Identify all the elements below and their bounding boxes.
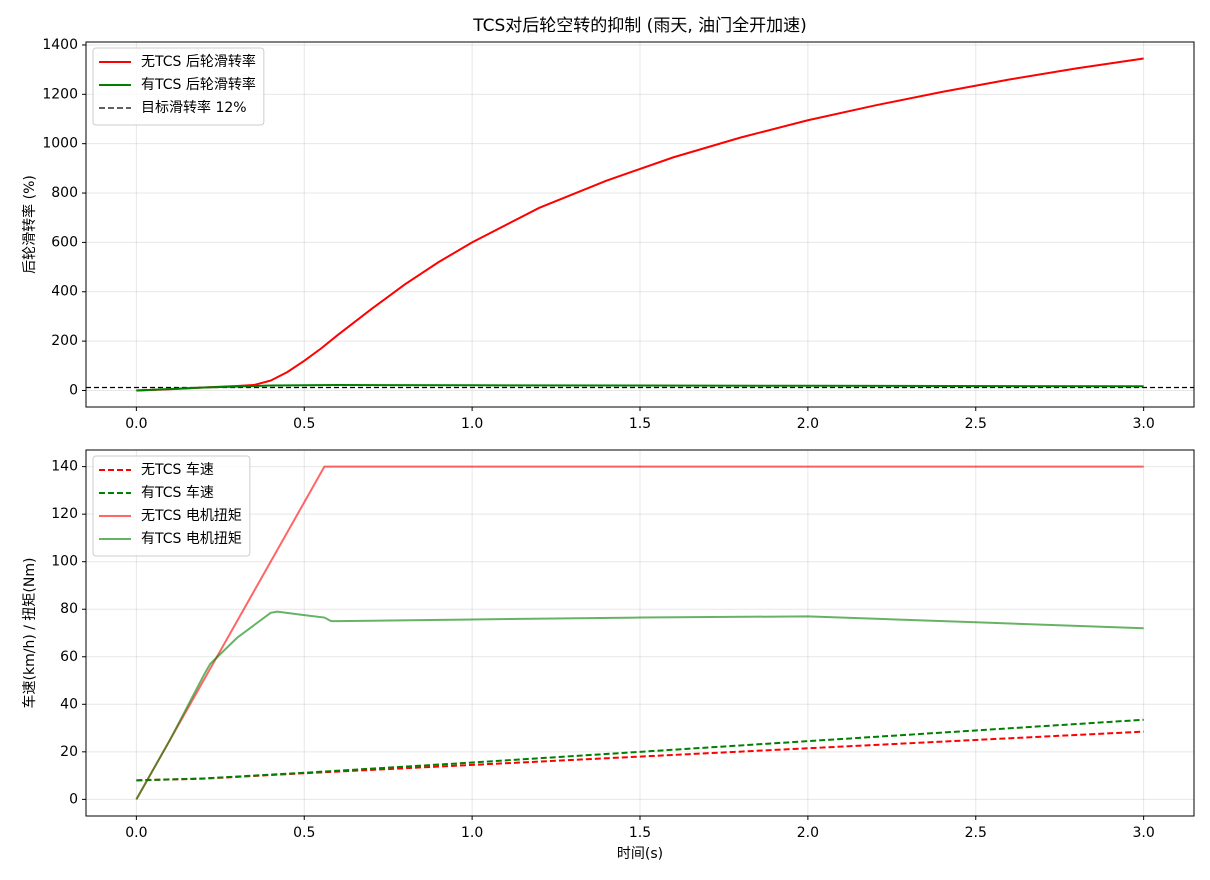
y-tick-label: 20	[60, 744, 78, 760]
y-tick-label: 0	[69, 791, 78, 807]
series-line	[135, 465, 1144, 800]
legend-label: 有TCS 电机扭矩	[141, 531, 242, 547]
series-line	[135, 610, 1144, 800]
y-axis-label: 后轮滑转率 (%)	[21, 175, 38, 274]
y-tick-label: 80	[60, 601, 78, 617]
y-tick-label: 600	[51, 234, 78, 250]
y-tick-label: 40	[60, 696, 78, 712]
x-tick-label: 3.0	[1133, 825, 1155, 841]
y-tick-label: 1000	[42, 136, 78, 152]
y-tick-label: 1400	[42, 37, 78, 53]
x-tick-label: 0.5	[293, 416, 315, 432]
x-tick-label: 1.5	[629, 416, 651, 432]
x-tick-label: 1.0	[461, 825, 483, 841]
legend-label: 无TCS 后轮滑转率	[141, 53, 256, 70]
legend-label: 目标滑转率 12%	[141, 99, 247, 116]
axes-frame	[85, 449, 1195, 817]
y-tick-label: 400	[51, 284, 78, 300]
y-tick-label: 200	[51, 333, 78, 349]
x-tick-label: 3.0	[1133, 416, 1155, 432]
y-tick-label: 800	[51, 185, 78, 201]
x-axis-label: 时间(s)	[617, 846, 663, 862]
series-line	[136, 718, 1144, 782]
series-line	[136, 384, 1144, 392]
legend-label: 无TCS 车速	[141, 461, 214, 478]
x-tick-label: 0.5	[293, 825, 315, 841]
chart-title: TCS对后轮空转的抑制 (雨天, 油门全开加速)	[472, 16, 807, 36]
legend-label: 有TCS 后轮滑转率	[141, 76, 256, 93]
y-tick-label: 100	[51, 554, 78, 570]
x-tick-label: 2.0	[797, 416, 819, 432]
x-tick-label: 1.5	[629, 825, 651, 841]
plot-area	[86, 42, 1194, 407]
axes-frame	[85, 41, 1195, 408]
legend-label: 有TCS 车速	[141, 484, 214, 501]
x-tick-label: 2.5	[965, 825, 987, 841]
y-tick-label: 140	[51, 459, 78, 475]
x-tick-label: 0.0	[125, 825, 147, 841]
y-tick-label: 1200	[42, 86, 78, 102]
legend-label: 无TCS 电机扭矩	[141, 508, 242, 524]
x-tick-label: 0.0	[125, 416, 147, 432]
legend-box	[92, 47, 265, 126]
y-tick-label: 120	[51, 506, 78, 522]
x-tick-label: 1.0	[461, 416, 483, 432]
y-axis-label: 车速(km/h) / 扭矩(Nm)	[21, 558, 38, 709]
x-tick-label: 2.5	[965, 416, 987, 432]
plot-area	[86, 450, 1194, 816]
y-tick-label: 0	[69, 382, 78, 398]
y-tick-label: 60	[60, 649, 78, 665]
x-tick-label: 2.0	[797, 825, 819, 841]
legend-box	[92, 455, 251, 557]
